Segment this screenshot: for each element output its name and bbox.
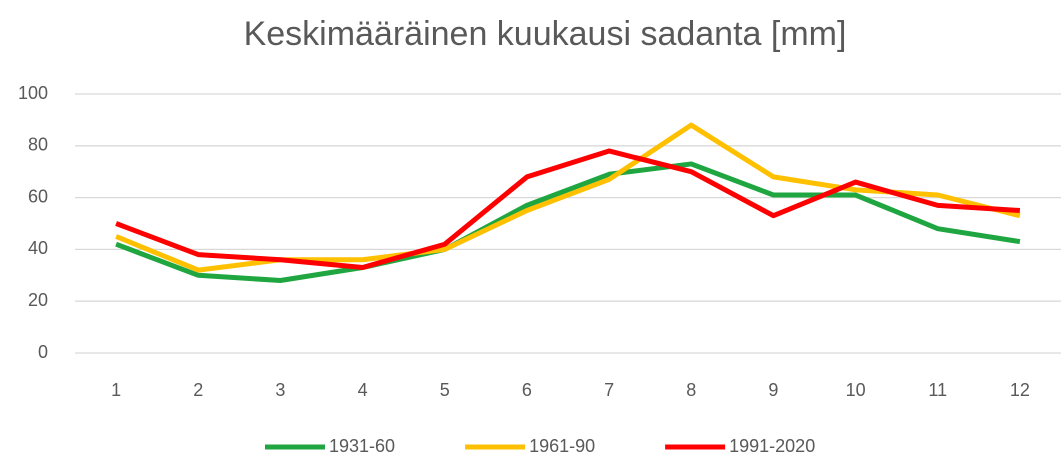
x-tick-label: 11 (928, 380, 947, 400)
y-tick-label: 60 (28, 186, 48, 206)
x-tick-label: 5 (440, 380, 450, 400)
y-tick-label: 80 (28, 135, 48, 155)
y-tick-label: 100 (18, 83, 48, 103)
y-tick-label: 40 (28, 238, 48, 258)
legend-label: 1991-2020 (729, 436, 815, 456)
x-tick-label: 2 (193, 380, 203, 400)
x-tick-label: 10 (846, 380, 866, 400)
x-tick-label: 7 (604, 380, 614, 400)
x-tick-label: 6 (522, 380, 532, 400)
x-tick-label: 12 (1010, 380, 1030, 400)
legend-label: 1961-90 (529, 436, 595, 456)
x-tick-label: 9 (768, 380, 778, 400)
y-tick-label: 20 (28, 290, 48, 310)
chart-title: Keskimääräinen kuukausi sadanta [mm] (244, 15, 847, 53)
y-tick-label: 0 (38, 342, 48, 362)
x-tick-label: 1 (111, 380, 121, 400)
x-tick-label: 8 (686, 380, 696, 400)
series-line (115, 122, 1021, 273)
x-tick-label: 3 (275, 380, 285, 400)
legend-label: 1931-60 (329, 436, 395, 456)
series-line (115, 161, 1021, 283)
x-tick-label: 4 (358, 380, 368, 400)
series-line (115, 148, 1021, 271)
